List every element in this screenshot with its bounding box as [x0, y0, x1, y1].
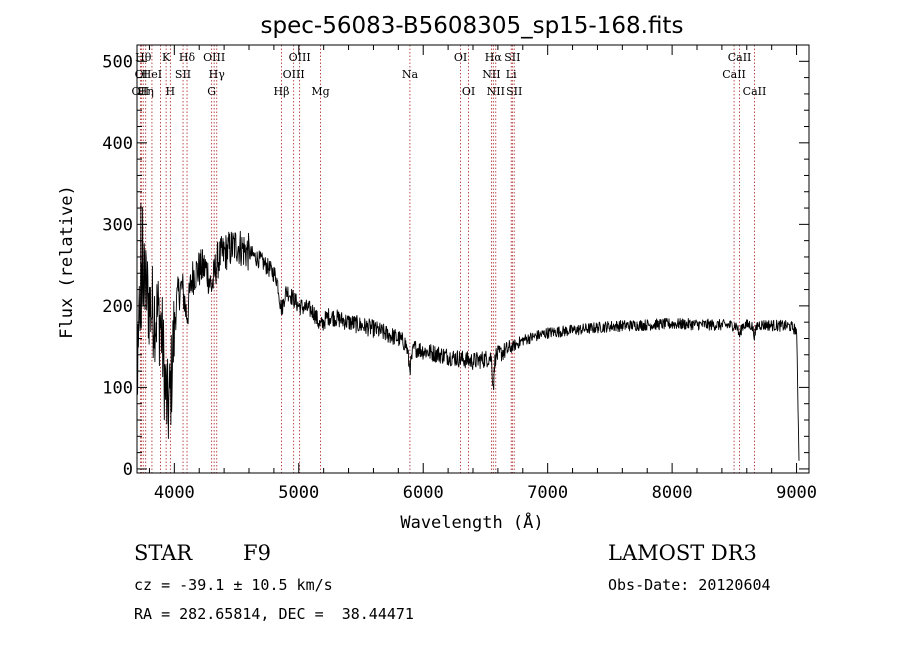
chart-title: spec-56083-B5608305_sp15-168.fits [261, 13, 684, 39]
x-tick-label: 7000 [527, 483, 568, 503]
x-tick-label: 8000 [652, 483, 693, 503]
y-tick-label: 500 [102, 52, 133, 72]
line-label: SII [506, 85, 522, 98]
y-axis-title: Flux (relative) [57, 185, 77, 339]
line-label: OI [462, 85, 475, 98]
line-label: OII [132, 85, 150, 98]
line-label: Hγ [209, 68, 226, 81]
line-label: H [166, 85, 176, 98]
line-label: Li [506, 68, 517, 81]
line-label: Na [402, 68, 419, 81]
object-subclass: F9 [243, 541, 271, 565]
line-label: NII [487, 85, 505, 98]
x-tick-label: 9000 [776, 483, 817, 503]
y-tick-label: 200 [102, 297, 133, 317]
redshift-value: cz = -39.1 ± 10.5 km/s [134, 576, 333, 594]
x-tick-label: 6000 [403, 483, 444, 503]
line-label: HeI [142, 68, 162, 81]
line-label: Hα [485, 51, 503, 64]
spectrum-line [137, 202, 800, 461]
line-label: Hθ [135, 51, 152, 64]
x-tick-label: 4000 [154, 483, 195, 503]
line-label: Hη [138, 85, 154, 98]
plot-border [136, 44, 810, 474]
y-tick-label: 400 [102, 134, 133, 154]
y-tick-label: 0 [123, 460, 133, 480]
y-axis-ticks: 0 100 200 300 400 500 [102, 52, 809, 480]
x-axis-ticks: 4000 5000 6000 7000 8000 9000 [148, 45, 817, 503]
coordinates: RA = 282.65814, DEC = 38.44471 [134, 605, 414, 623]
line-label: K [162, 51, 171, 64]
y-tick-label: 300 [102, 215, 133, 235]
observation-date: Obs-Date: 20120604 [608, 576, 771, 594]
line-label: Hβ [274, 85, 290, 98]
line-label: SII [175, 68, 191, 81]
spectral-line-markers [139, 45, 755, 473]
plot-frame [136, 44, 810, 474]
line-label: Hδ [179, 51, 196, 64]
survey-name: LAMOST DR3 [608, 541, 757, 565]
line-label: SII [504, 51, 520, 64]
line-label: CaII [722, 68, 746, 81]
line-label: NII [482, 68, 500, 81]
x-tick-label: 5000 [278, 483, 319, 503]
line-label: G [207, 85, 216, 98]
line-label: CaII [743, 85, 767, 98]
line-label: OIII [283, 68, 305, 81]
y-tick-label: 100 [102, 378, 133, 398]
line-label: OI [454, 51, 467, 64]
object-class: STAR [134, 541, 193, 565]
line-label: CaII [728, 51, 752, 64]
line-label: OIII [289, 51, 311, 64]
line-label: OIII [203, 51, 225, 64]
x-axis-title: Wavelength (Å) [400, 511, 543, 533]
line-label: Mg [311, 85, 329, 98]
